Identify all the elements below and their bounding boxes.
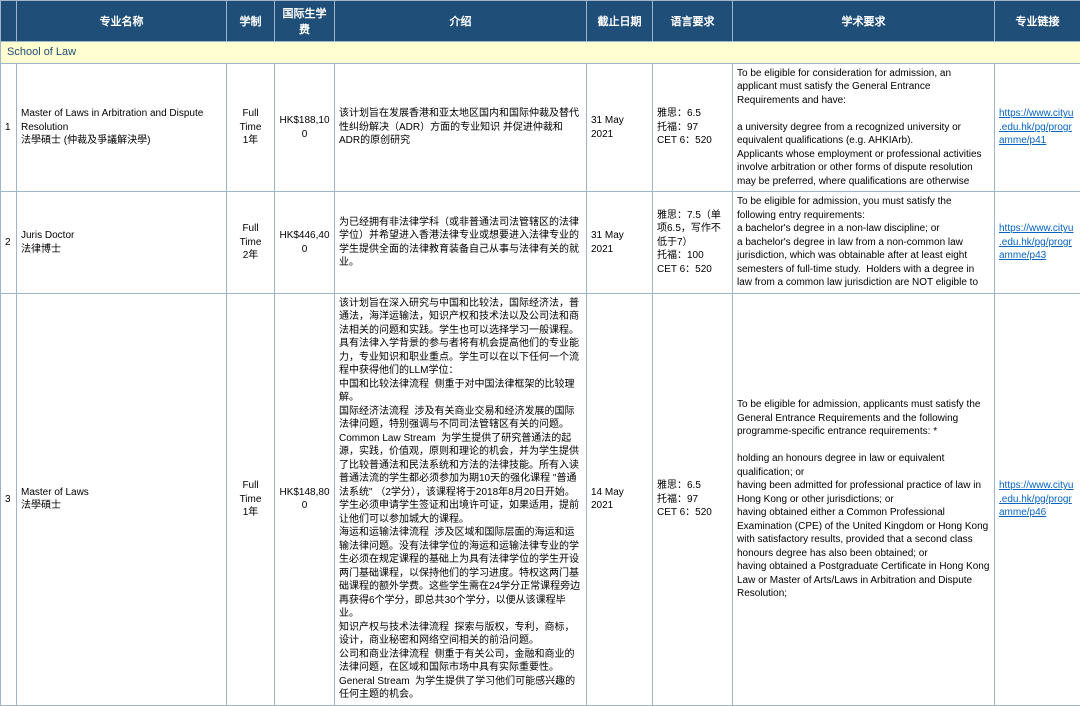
school-label: School of Law xyxy=(1,42,1080,64)
col-deadline: 截止日期 xyxy=(587,1,653,42)
program-link[interactable]: https://www.cityu.edu.hk/pg/programme/p4… xyxy=(999,480,1073,518)
cell-deadline: 31 May 2021 xyxy=(587,63,653,192)
program-link[interactable]: https://www.cityu.edu.hk/pg/programme/p4… xyxy=(999,223,1073,261)
cell-deadline: 31 May 2021 xyxy=(587,192,653,294)
col-academic: 学术要求 xyxy=(733,1,995,42)
cell-intro: 为已经拥有非法律学科（或非普通法司法管辖区的法律学位）并希望进入香港法律专业或想… xyxy=(335,192,587,294)
cell-lang: 雅思：7.5（单项6.5，写作不低于7） 托福：100 CET 6：520 xyxy=(653,192,733,294)
cell-lang: 雅思：6.5 托福：97 CET 6：520 xyxy=(653,63,733,192)
cell-fee: HK$188,100 xyxy=(275,63,335,192)
header-row: 专业名称 学制 国际生学费 介绍 截止日期 语言要求 学术要求 专业链接 xyxy=(1,1,1080,42)
cell-link: https://www.cityu.edu.hk/pg/programme/p4… xyxy=(995,63,1080,192)
cell-index: 2 xyxy=(1,192,17,294)
cell-index: 1 xyxy=(1,63,17,192)
cell-deadline: 14 May 2021 xyxy=(587,293,653,705)
col-link: 专业链接 xyxy=(995,1,1080,42)
col-fee: 国际生学费 xyxy=(275,1,335,42)
cell-acad: To be eligible for consideration for adm… xyxy=(733,63,995,192)
cell-index: 3 xyxy=(1,293,17,705)
school-row: School of Law xyxy=(1,42,1080,64)
cell-link: https://www.cityu.edu.hk/pg/programme/p4… xyxy=(995,293,1080,705)
table-row: 2 Juris Doctor 法律博士 Full Time 2年 HK$446,… xyxy=(1,192,1080,294)
col-language: 语言要求 xyxy=(653,1,733,42)
col-program-name: 专业名称 xyxy=(17,1,227,42)
cell-name: Master of Laws 法學碩士 xyxy=(17,293,227,705)
col-intro: 介绍 xyxy=(335,1,587,42)
cell-name: Juris Doctor 法律博士 xyxy=(17,192,227,294)
cell-mode: Full Time 1年 xyxy=(227,293,275,705)
table-row: 3 Master of Laws 法學碩士 Full Time 1年 HK$14… xyxy=(1,293,1080,705)
cell-acad: To be eligible for admission, applicants… xyxy=(733,293,995,705)
cell-name: Master of Laws in Arbitration and Disput… xyxy=(17,63,227,192)
table-row: 1 Master of Laws in Arbitration and Disp… xyxy=(1,63,1080,192)
cell-lang: 雅思：6.5 托福：97 CET 6：520 xyxy=(653,293,733,705)
cell-mode: Full Time 2年 xyxy=(227,192,275,294)
cell-fee: HK$446,400 xyxy=(275,192,335,294)
programs-table: 专业名称 学制 国际生学费 介绍 截止日期 语言要求 学术要求 专业链接 Sch… xyxy=(0,0,1080,706)
col-mode: 学制 xyxy=(227,1,275,42)
program-link[interactable]: https://www.cityu.edu.hk/pg/programme/p4… xyxy=(999,108,1073,146)
col-index xyxy=(1,1,17,42)
cell-intro: 该计划旨在发展香港和亚太地区国内和国际仲裁及替代性纠纷解决（ADR）方面的专业知… xyxy=(335,63,587,192)
cell-intro: 该计划旨在深入研究与中国和比较法，国际经济法，普通法，海洋运输法，知识产权和技术… xyxy=(335,293,587,705)
cell-fee: HK$148,800 xyxy=(275,293,335,705)
cell-mode: Full Time 1年 xyxy=(227,63,275,192)
cell-link: https://www.cityu.edu.hk/pg/programme/p4… xyxy=(995,192,1080,294)
cell-acad: To be eligible for admission, you must s… xyxy=(733,192,995,294)
